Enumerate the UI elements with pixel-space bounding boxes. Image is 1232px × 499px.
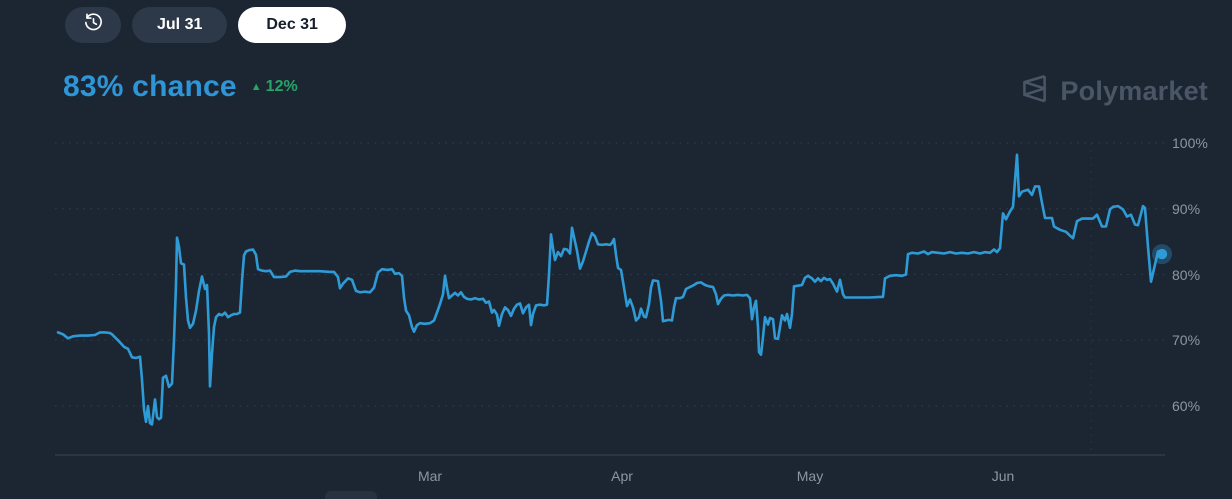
- y-tick-label: 100%: [1172, 135, 1208, 151]
- chance-line-chart: [55, 142, 1172, 456]
- y-tick-label: 90%: [1172, 200, 1201, 217]
- toolbar: Jul 31 Dec 31: [65, 7, 346, 43]
- brand-name: Polymarket: [1060, 76, 1208, 106]
- x-tick-label: May: [796, 468, 824, 484]
- x-tick-label: Mar: [417, 468, 443, 484]
- up-arrow-icon: ▲: [250, 80, 262, 93]
- brand-logo[interactable]: Polymarket: [1017, 72, 1208, 111]
- y-tick-label: 70%: [1172, 332, 1201, 349]
- delta-value: 12%: [265, 78, 298, 95]
- last-point-marker: [1156, 248, 1168, 260]
- history-clock-icon: [82, 11, 105, 39]
- x-tick-label: Jun: [991, 468, 1015, 484]
- y-tick-label: 80%: [1172, 266, 1201, 283]
- y-tick-label: 60%: [1172, 398, 1201, 414]
- range-button-dec31[interactable]: Dec 31: [238, 7, 346, 43]
- range-button-jul31[interactable]: Jul 31: [132, 7, 228, 43]
- chart-plot-area[interactable]: [55, 135, 1172, 456]
- timescale-button-cutoff[interactable]: [325, 491, 377, 499]
- x-tick-label: Apr: [611, 468, 633, 484]
- history-button[interactable]: [65, 7, 121, 43]
- delta-badge: ▲ 12%: [251, 78, 298, 96]
- headline: 83% chance ▲ 12%: [63, 70, 298, 104]
- polymarket-logo-icon: [1017, 72, 1051, 111]
- chance-value: 83% chance: [63, 70, 237, 103]
